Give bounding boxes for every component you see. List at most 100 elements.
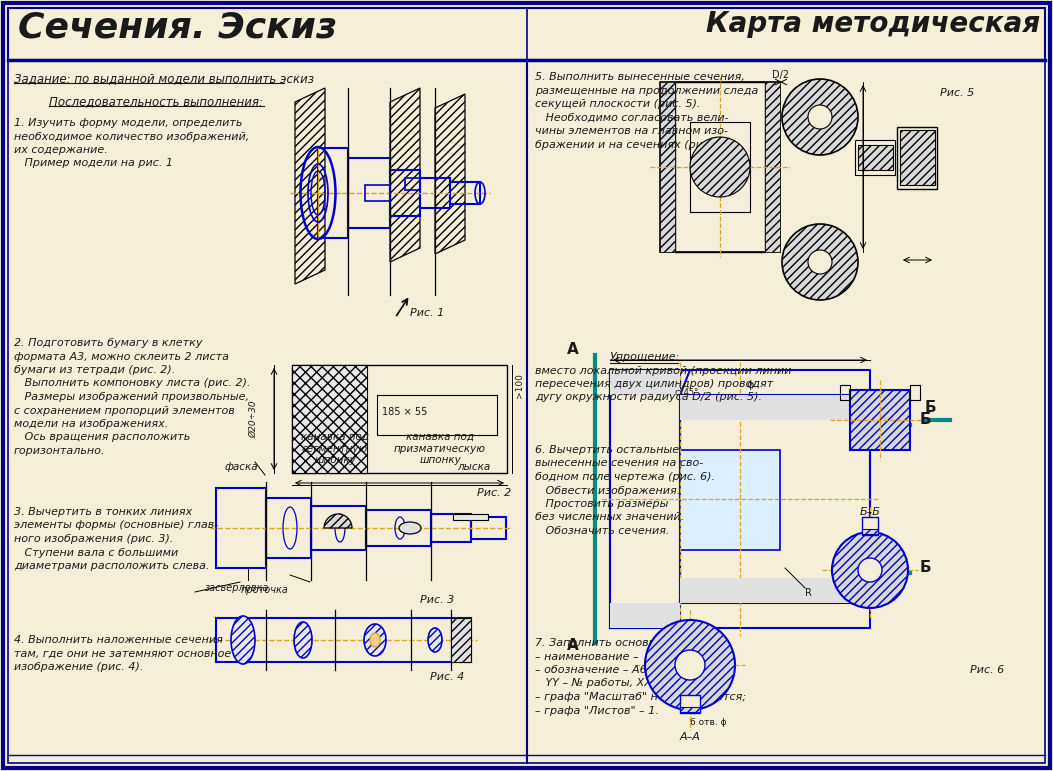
Text: Задание: по выданной модели выполнить эскиз: Задание: по выданной модели выполнить эс…: [14, 72, 314, 85]
Text: Простовить размеры: Простовить размеры: [535, 499, 669, 509]
Text: 6. Вычертить остальные: 6. Вычертить остальные: [535, 445, 679, 455]
Bar: [840, 385, 850, 400]
Bar: [318, 148, 347, 238]
Bar: [862, 517, 878, 535]
Text: сх45°: сх45°: [675, 388, 699, 397]
Text: горизонтально.: горизонтально.: [14, 446, 105, 456]
Bar: [680, 395, 870, 603]
Text: 5. Выполнить вынесенные сечения,: 5. Выполнить вынесенные сечения,: [535, 72, 744, 82]
Text: ϕ: ϕ: [747, 380, 754, 390]
Text: Необходимо согласовать вели-: Необходимо согласовать вели-: [535, 113, 729, 123]
Text: Выполнить компоновку листа (рис. 2).: Выполнить компоновку листа (рис. 2).: [14, 379, 251, 389]
Text: дугу окружности радиуса D/2 (рис. 5).: дугу окружности радиуса D/2 (рис. 5).: [535, 392, 762, 402]
Text: Пример модели на рис. 1: Пример модели на рис. 1: [14, 159, 173, 169]
Bar: [311, 506, 366, 550]
Circle shape: [858, 558, 882, 582]
Text: Последовательность выполнения:: Последовательность выполнения:: [49, 95, 263, 108]
Text: Обвести изображения.: Обвести изображения.: [535, 486, 680, 496]
Text: чины элементов на главном изо-: чины элементов на главном изо-: [535, 126, 728, 136]
Ellipse shape: [364, 624, 386, 656]
Wedge shape: [782, 224, 858, 300]
Circle shape: [832, 532, 908, 608]
Text: 1. Изучить форму модели, определить: 1. Изучить форму модели, определить: [14, 118, 242, 128]
Text: R: R: [804, 588, 812, 598]
Text: размещенные на продолжении следа: размещенные на продолжении следа: [535, 86, 758, 96]
Text: Рис. 5: Рис. 5: [940, 88, 974, 98]
Text: канавка под
призматическую
шпонку: канавка под призматическую шпонку: [394, 432, 486, 465]
Text: Сечения. Эскиз: Сечения. Эскиз: [18, 10, 337, 44]
Text: Рис. 2: Рис. 2: [477, 488, 512, 498]
Text: – графа "Листов" – 1.: – графа "Листов" – 1.: [535, 705, 659, 715]
Text: модели на изображениях.: модели на изображениях.: [14, 419, 168, 429]
Bar: [216, 488, 266, 568]
Text: необходимое количество изображений,: необходимое количество изображений,: [14, 132, 250, 142]
Bar: [680, 707, 700, 712]
Bar: [420, 178, 450, 208]
Text: Рис. 4: Рис. 4: [430, 672, 464, 682]
Text: А: А: [568, 638, 579, 653]
Text: Упрощение:: Упрощение:: [610, 352, 680, 362]
Text: – обозначение – А6ИГ YY XX, где: – обозначение – А6ИГ YY XX, где: [535, 665, 724, 675]
Text: 6 отв. ϕ: 6 отв. ϕ: [690, 718, 727, 727]
Bar: [292, 365, 506, 473]
Text: вынесенные сечения на сво-: вынесенные сечения на сво-: [535, 459, 703, 469]
Text: бумаги из тетради (рис. 2).: бумаги из тетради (рис. 2).: [14, 365, 175, 375]
Text: бодном поле чертежа (рис. 6).: бодном поле чертежа (рис. 6).: [535, 472, 715, 482]
Bar: [910, 385, 920, 400]
Text: там, где они не затемняют основное: там, где они не затемняют основное: [14, 648, 232, 658]
Bar: [451, 618, 471, 662]
Text: Рис. 3: Рис. 3: [420, 595, 454, 605]
Circle shape: [645, 620, 735, 710]
Text: Ступени вала с большими: Ступени вала с большими: [14, 547, 178, 557]
Text: пересечения двух цилиндров) проводят: пересечения двух цилиндров) проводят: [535, 379, 773, 389]
Bar: [431, 514, 471, 542]
Text: 185 × 55: 185 × 55: [382, 407, 428, 417]
Ellipse shape: [399, 522, 421, 534]
Bar: [405, 178, 420, 190]
Text: фаска: фаска: [225, 462, 259, 472]
Text: Карта методическая: Карта методическая: [706, 10, 1040, 38]
Text: Ось вращения расположить: Ось вращения расположить: [14, 433, 191, 443]
Bar: [610, 603, 680, 628]
Bar: [216, 618, 471, 662]
Text: их содержание.: их содержание.: [14, 145, 107, 155]
Bar: [764, 82, 780, 252]
Bar: [610, 370, 680, 628]
Bar: [365, 185, 390, 201]
Bar: [862, 529, 878, 534]
Wedge shape: [324, 514, 352, 528]
Text: Б–Б: Б–Б: [859, 507, 880, 517]
Bar: [266, 498, 311, 558]
Text: А–А: А–А: [679, 732, 700, 742]
Text: 4. Выполнить наложенные сечения: 4. Выполнить наложенные сечения: [14, 635, 223, 645]
Text: засверловка: засверловка: [205, 583, 270, 593]
Ellipse shape: [370, 633, 380, 647]
Text: изображение (рис. 4).: изображение (рис. 4).: [14, 662, 143, 672]
Text: с сохранением пропорций элементов: с сохранением пропорций элементов: [14, 406, 235, 416]
Circle shape: [782, 79, 858, 155]
Text: – графа "Масштаб" не заполняется;: – графа "Масштаб" не заполняется;: [535, 692, 747, 702]
Text: Б: Б: [925, 400, 936, 415]
Bar: [292, 365, 367, 473]
Bar: [858, 145, 893, 170]
Text: D/2: D/2: [773, 70, 790, 80]
Text: Рис. 1: Рис. 1: [410, 308, 444, 318]
Text: Ø20÷30: Ø20÷30: [250, 400, 258, 438]
Text: А: А: [568, 342, 579, 357]
Text: YY – № работы, XX – № модели;: YY – № работы, XX – № модели;: [535, 678, 728, 689]
Circle shape: [808, 105, 832, 129]
Circle shape: [675, 650, 706, 680]
Bar: [8, 8, 1045, 60]
Text: бражении и на сечениях (рис. 5).: бражении и на сечениях (рис. 5).: [535, 140, 731, 150]
Bar: [390, 170, 420, 216]
Text: – наименование –: – наименование –: [535, 651, 642, 662]
Text: Б: Б: [920, 412, 932, 427]
Text: проточка: проточка: [241, 585, 289, 595]
Bar: [471, 517, 506, 539]
Text: Сечения: Сечения: [645, 651, 698, 662]
Ellipse shape: [294, 622, 312, 658]
Text: канавка под
сегментную
шпонку: канавка под сегментную шпонку: [301, 432, 369, 465]
Bar: [453, 514, 488, 520]
Circle shape: [808, 250, 832, 274]
Text: Б: Б: [920, 560, 932, 575]
